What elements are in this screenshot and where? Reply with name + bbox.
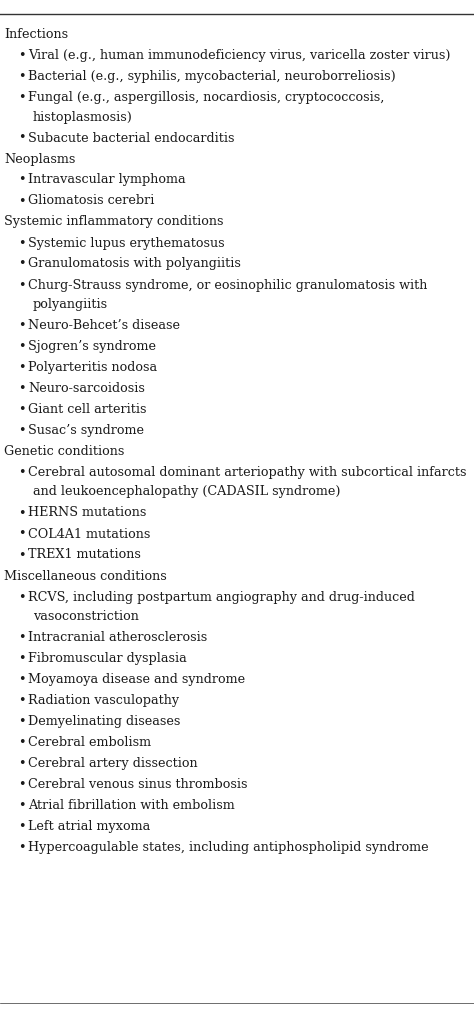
Text: •: •: [18, 631, 26, 644]
Text: Susac’s syndrome: Susac’s syndrome: [28, 424, 144, 437]
Text: Polyarteritis nodosa: Polyarteritis nodosa: [28, 361, 157, 374]
Text: •: •: [18, 694, 26, 707]
Text: Left atrial myxoma: Left atrial myxoma: [28, 820, 150, 833]
Text: Churg-Strauss syndrome, or eosinophilic granulomatosis with: Churg-Strauss syndrome, or eosinophilic …: [28, 278, 428, 292]
Text: Fibromuscular dysplasia: Fibromuscular dysplasia: [28, 652, 187, 665]
Text: and leukoencephalopathy (CADASIL syndrome): and leukoencephalopathy (CADASIL syndrom…: [33, 485, 340, 498]
Text: •: •: [18, 424, 26, 437]
Text: Neoplasms: Neoplasms: [4, 152, 75, 165]
Text: •: •: [18, 757, 26, 770]
Text: Cerebral autosomal dominant arteriopathy with subcortical infarcts: Cerebral autosomal dominant arteriopathy…: [28, 466, 466, 479]
Text: Genetic conditions: Genetic conditions: [4, 445, 124, 458]
Text: Cerebral venous sinus thrombosis: Cerebral venous sinus thrombosis: [28, 778, 247, 791]
Text: •: •: [18, 736, 26, 749]
Text: •: •: [18, 236, 26, 249]
Text: Intravascular lymphoma: Intravascular lymphoma: [28, 174, 186, 187]
Text: Miscellaneous conditions: Miscellaneous conditions: [4, 569, 167, 582]
Text: TREX1 mutations: TREX1 mutations: [28, 549, 141, 561]
Text: Sjogren’s syndrome: Sjogren’s syndrome: [28, 340, 156, 353]
Text: Neuro-Behcet’s disease: Neuro-Behcet’s disease: [28, 319, 180, 332]
Text: HERNS mutations: HERNS mutations: [28, 507, 146, 520]
Text: Viral (e.g., human immunodeficiency virus, varicella zoster virus): Viral (e.g., human immunodeficiency viru…: [28, 49, 450, 62]
Text: •: •: [18, 70, 26, 83]
Text: Fungal (e.g., aspergillosis, nocardiosis, cryptococcosis,: Fungal (e.g., aspergillosis, nocardiosis…: [28, 91, 384, 104]
Text: •: •: [18, 195, 26, 208]
Text: •: •: [18, 820, 26, 833]
Text: •: •: [18, 257, 26, 270]
Text: •: •: [18, 278, 26, 292]
Text: Neuro-sarcoidosis: Neuro-sarcoidosis: [28, 382, 145, 395]
Text: Moyamoya disease and syndrome: Moyamoya disease and syndrome: [28, 673, 245, 686]
Text: Bacterial (e.g., syphilis, mycobacterial, neuroborreliosis): Bacterial (e.g., syphilis, mycobacterial…: [28, 70, 396, 83]
Text: •: •: [18, 673, 26, 686]
Text: Gliomatosis cerebri: Gliomatosis cerebri: [28, 195, 155, 208]
Text: •: •: [18, 840, 26, 854]
Text: •: •: [18, 319, 26, 332]
Text: Cerebral embolism: Cerebral embolism: [28, 736, 151, 749]
Text: Infections: Infections: [4, 28, 68, 41]
Text: •: •: [18, 361, 26, 374]
Text: •: •: [18, 131, 26, 144]
Text: RCVS, including postpartum angiography and drug-induced: RCVS, including postpartum angiography a…: [28, 590, 415, 603]
Text: polyangiitis: polyangiitis: [33, 298, 108, 311]
Text: histoplasmosis): histoplasmosis): [33, 111, 133, 123]
Text: •: •: [18, 91, 26, 104]
Text: Demyelinating diseases: Demyelinating diseases: [28, 715, 181, 728]
Text: •: •: [18, 382, 26, 395]
Text: Systemic inflammatory conditions: Systemic inflammatory conditions: [4, 216, 224, 228]
Text: Hypercoagulable states, including antiphospholipid syndrome: Hypercoagulable states, including antiph…: [28, 840, 428, 854]
Text: COL4A1 mutations: COL4A1 mutations: [28, 528, 150, 541]
Text: •: •: [18, 799, 26, 812]
Text: Atrial fibrillation with embolism: Atrial fibrillation with embolism: [28, 799, 235, 812]
Text: Radiation vasculopathy: Radiation vasculopathy: [28, 694, 179, 707]
Text: Cerebral artery dissection: Cerebral artery dissection: [28, 757, 198, 770]
Text: Giant cell arteritis: Giant cell arteritis: [28, 403, 146, 416]
Text: Granulomatosis with polyangiitis: Granulomatosis with polyangiitis: [28, 257, 241, 270]
Text: vasoconstriction: vasoconstriction: [33, 610, 139, 623]
Text: Systemic lupus erythematosus: Systemic lupus erythematosus: [28, 236, 225, 249]
Text: Intracranial atherosclerosis: Intracranial atherosclerosis: [28, 631, 207, 644]
Text: •: •: [18, 507, 26, 520]
Text: •: •: [18, 715, 26, 728]
Text: •: •: [18, 466, 26, 479]
Text: •: •: [18, 49, 26, 62]
Text: •: •: [18, 590, 26, 603]
Text: •: •: [18, 778, 26, 791]
Text: •: •: [18, 403, 26, 416]
Text: Subacute bacterial endocarditis: Subacute bacterial endocarditis: [28, 131, 235, 144]
Text: •: •: [18, 340, 26, 353]
Text: •: •: [18, 174, 26, 187]
Text: •: •: [18, 528, 26, 541]
Text: •: •: [18, 549, 26, 561]
Text: •: •: [18, 652, 26, 665]
